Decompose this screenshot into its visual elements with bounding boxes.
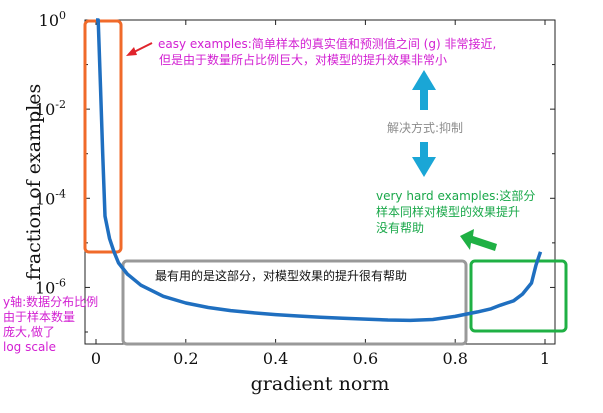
hard-note-line-3: 没有帮助	[376, 221, 425, 235]
y-tick-label: 10-2	[35, 98, 66, 119]
easy-examples-note: easy examples:简单样本的真实值和预测值之间 (g) 非常接近, 但…	[158, 36, 496, 68]
easy-note-line-1: easy examples:简单样本的真实值和预测值之间 (g) 非常接近,	[158, 37, 497, 51]
hard-note-line-2: 样本同样对模型的效果提升	[376, 205, 521, 219]
tick-labels: 0 0.2 0.4 0.6 0.8 1 100 10-2 10-4 10-6	[35, 9, 550, 368]
hard-examples-note: very hard examples:这部分 样本同样对模型的效果提升 没有帮助	[376, 188, 535, 236]
y-note-line-1: y轴:数据分布比例	[3, 295, 99, 309]
axis-ticks	[85, 19, 555, 344]
useful-examples-box	[121, 259, 468, 346]
y-axis-label: fraction of examples	[23, 84, 45, 281]
y-axis-note: y轴:数据分布比例 由于样本数量 庞大,做了 log scale	[3, 295, 98, 355]
hard-examples-box	[469, 259, 568, 333]
x-tick-label: 0.8	[442, 349, 467, 368]
hard-note-line-1: very hard examples:这部分	[376, 189, 536, 203]
useful-examples-note: 最有用的是这部分，对模型效果的提升很有帮助	[155, 269, 408, 283]
arrow-down-to-hard-text	[412, 142, 436, 177]
x-tick-label: 0	[91, 349, 101, 368]
plot-frame	[84, 19, 556, 345]
arrow-up-to-easy-text	[412, 70, 436, 110]
easy-examples-box	[83, 19, 123, 254]
y-tick-label: 100	[39, 9, 66, 30]
y-note-line-3: 庞大,做了	[3, 325, 55, 339]
x-tick-label: 0.6	[353, 349, 378, 368]
x-tick-label: 1	[540, 349, 550, 368]
arrow-to-hard-box	[460, 229, 497, 251]
solution-note: 解决方式:抑制	[387, 121, 464, 135]
x-tick-label: 0.4	[263, 349, 288, 368]
y-note-line-2: 由于样本数量	[3, 310, 76, 324]
y-tick-label: 10-6	[35, 276, 66, 297]
y-tick-label: 10-4	[35, 187, 66, 208]
x-axis-label: gradient norm	[251, 373, 390, 395]
series-line-gradient-norm	[96, 18, 543, 323]
easy-note-line-2: 但是由于数量所占比例巨大，对模型的提升效果非常小	[159, 53, 448, 67]
x-tick-label: 0.2	[173, 349, 198, 368]
arrow-to-easy-box	[126, 42, 153, 56]
y-note-line-4: log scale	[3, 340, 57, 354]
